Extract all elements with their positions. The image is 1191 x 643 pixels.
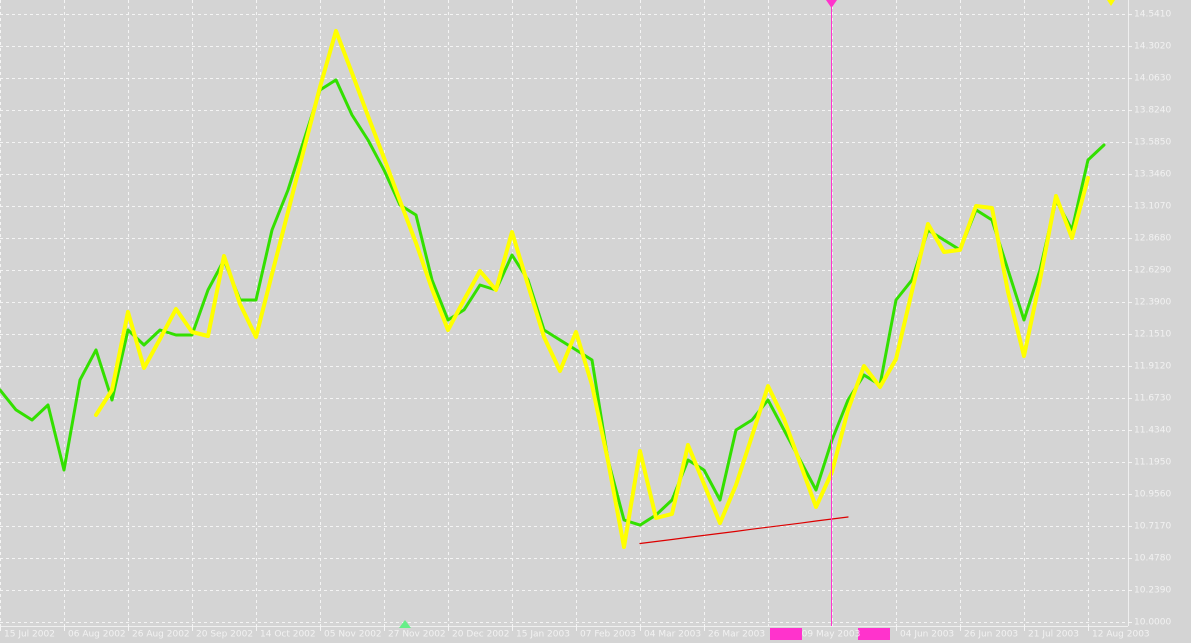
y-tick-label: 10.4780 <box>1134 553 1171 563</box>
cursor-label-box <box>770 628 802 640</box>
y-tick-label: 11.6730 <box>1134 394 1171 404</box>
cursor-label-box <box>858 628 890 640</box>
corner-marker <box>1107 0 1115 6</box>
y-tick-label: 12.6290 <box>1134 266 1171 276</box>
y-tick-label: 13.3460 <box>1134 170 1171 180</box>
y-tick-label: 13.1070 <box>1134 202 1171 212</box>
x-tick-label: 06 Aug 2002 <box>68 630 126 640</box>
axes: 10.0000 10.2390 10.4780 10.7170 10.9560 11.19… <box>0 0 1171 640</box>
y-tick-label: 13.5850 <box>1134 138 1171 148</box>
y-tick-label: 10.7170 <box>1134 521 1171 531</box>
x-tick-label: 21 Jul 2003 <box>1028 630 1079 640</box>
y-tick-label: 13.8240 <box>1134 106 1171 116</box>
x-tick-label: 27 Nov 2002 <box>388 630 446 640</box>
y-tick-label: 11.9120 <box>1134 362 1171 372</box>
y-tick-label: 14.5410 <box>1134 10 1171 20</box>
x-tick-label: 04 Jun 2003 <box>900 630 954 640</box>
cursor-marker <box>826 0 837 8</box>
x-tick-label: 20 Dec 2002 <box>452 630 510 640</box>
y-tick-label: 14.0630 <box>1134 74 1171 84</box>
x-tick-label: 04 Mar 2003 <box>644 630 701 640</box>
y-tick-label: 11.4340 <box>1134 426 1171 436</box>
x-tick-label: 05 Nov 2002 <box>324 630 382 640</box>
grid <box>0 0 1128 626</box>
x-tick-label: 12 Aug 2003 <box>1092 630 1150 640</box>
y-tick-label: 12.3900 <box>1134 298 1171 308</box>
x-tick-label: 15 Jul 2002 <box>4 630 55 640</box>
x-tick-label: 26 Mar 2003 <box>708 630 765 640</box>
x-tick-label: 07 Feb 2003 <box>580 630 636 640</box>
y-tick-label: 12.8680 <box>1134 234 1171 244</box>
x-tick-label: 14 Oct 2002 <box>260 630 316 640</box>
x-tick-label: 26 Aug 2002 <box>132 630 190 640</box>
event-marker <box>399 620 411 628</box>
series-line <box>94 28 1090 549</box>
y-tick-label: 10.2390 <box>1134 585 1171 595</box>
x-tick-label: 09 May 2003 <box>802 630 861 640</box>
y-tick-label: 10.9560 <box>1134 489 1171 499</box>
series-line <box>639 516 849 545</box>
y-tick-label: 11.1950 <box>1134 458 1171 468</box>
y-tick-label: 14.3020 <box>1134 42 1171 52</box>
x-tick-label: 26 Jun 2003 <box>964 630 1018 640</box>
x-tick-label: 15 Jan 2003 <box>516 630 570 640</box>
y-tick-label: 12.1510 <box>1134 330 1171 340</box>
x-tick-label: 20 Sep 2002 <box>196 630 253 640</box>
y-tick-label: 10.0000 <box>1134 617 1171 627</box>
plot <box>0 0 1106 626</box>
